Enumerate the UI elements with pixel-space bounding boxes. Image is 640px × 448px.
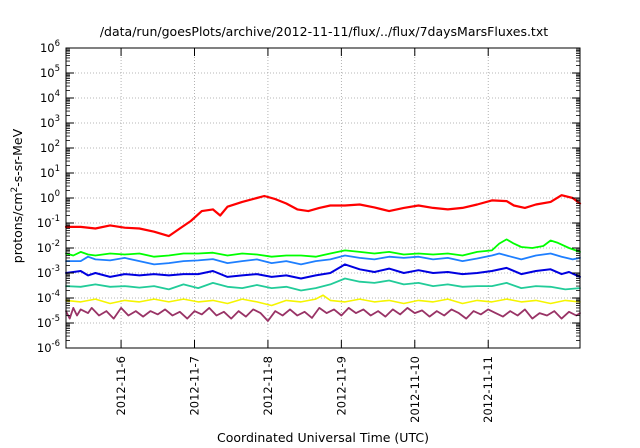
x-tick-label: 2012-11-9 [334, 356, 348, 416]
series-line-4 [65, 263, 581, 280]
y-tick-label: 10-1 [37, 214, 60, 230]
series-line-3 [65, 252, 581, 266]
y-tick-label: 10-2 [37, 239, 60, 255]
x-tick-label: 2012-11-10 [408, 356, 422, 423]
y-tick-label: 105 [40, 64, 60, 80]
y-axis-label: protons/cm2-s-sr-MeV [10, 128, 25, 263]
series-line-7 [65, 306, 581, 322]
y-tick-label: 102 [40, 139, 60, 155]
chart-grid [66, 48, 580, 348]
x-tick-label: 2012-11-11 [481, 356, 495, 423]
series-line-6 [65, 294, 581, 307]
y-tick-label: 100 [40, 189, 60, 205]
y-axis-label-base: protons/cm [10, 192, 25, 263]
chart-title: /data/run/goesPlots/archive/2012-11-11/f… [100, 24, 548, 39]
y-tick-label: 104 [40, 89, 60, 105]
x-axis-label: Coordinated Universal Time (UTC) [217, 430, 429, 445]
chart-ticks: 10-6 10-5 10-4 10-3 10-2 10-1 100 101 102 103 104 1… [37, 39, 580, 423]
y-tick-label: 103 [40, 114, 60, 130]
series-line-1 [64, 194, 582, 238]
y-tick-label: 10-6 [37, 339, 60, 355]
y-axis-label-sup: 2 [10, 187, 20, 193]
chart-series [64, 194, 582, 322]
x-tick-label: 2012-11-7 [188, 356, 202, 416]
y-tick-label: 106 [40, 39, 60, 55]
y-axis-label-rest: -s-sr-MeV [10, 128, 25, 186]
y-tick-label: 101 [40, 164, 60, 180]
y-tick-label: 10-5 [37, 314, 60, 330]
x-tick-label: 2012-11-6 [114, 356, 128, 416]
series-line-2 [65, 238, 581, 258]
x-tick-label: 2012-11-8 [261, 356, 275, 416]
y-tick-label: 10-4 [37, 289, 60, 305]
series-line-5 [65, 277, 581, 292]
y-tick-label: 10-3 [37, 264, 60, 280]
